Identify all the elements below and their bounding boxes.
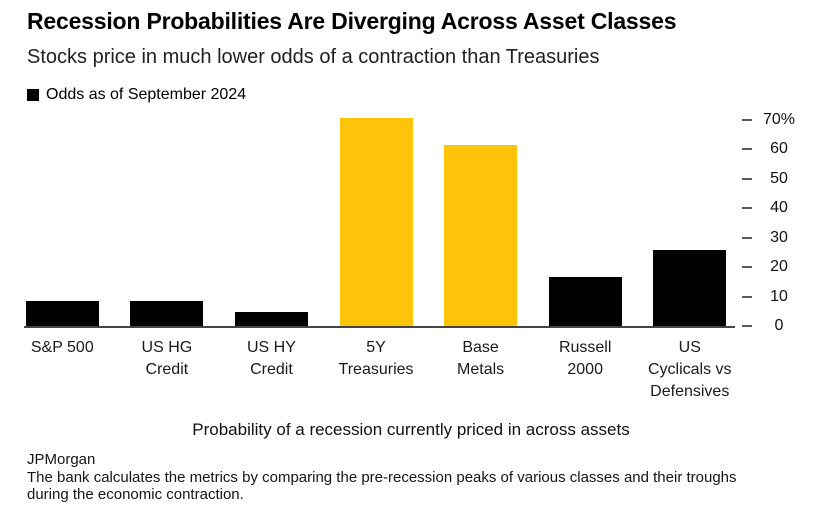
- y-tick-mark-icon: [742, 266, 752, 268]
- footnote-line: The bank calculates the metrics by compa…: [27, 469, 737, 486]
- bar-slot: [10, 115, 115, 327]
- legend-swatch-icon: [27, 89, 39, 101]
- x-axis-labels: S&P 500 US HG Credit US HY Credit 5Y Treasurie…: [10, 337, 742, 403]
- bar-us-hg-credit: [130, 301, 204, 327]
- y-tick: 50: [742, 170, 799, 188]
- footnote-line: during the economic contraction.: [27, 486, 244, 503]
- bar-slot: [637, 115, 742, 327]
- y-tick-label: 10: [770, 288, 788, 305]
- bar-plot-area: [10, 115, 742, 327]
- y-tick-label: 60: [770, 140, 788, 157]
- bar-us-cyclicals-vs-defensives: [653, 250, 727, 327]
- y-tick-label: 30: [770, 229, 788, 246]
- bar-s-p-500: [25, 301, 99, 327]
- y-tick-mark-icon: [742, 296, 752, 298]
- y-tick-label: 0: [774, 317, 784, 334]
- bar-base-metals: [444, 145, 518, 327]
- y-tick-label: 50: [770, 170, 788, 187]
- y-tick-label: 40: [770, 199, 788, 216]
- y-tick-mark-icon: [742, 207, 752, 209]
- x-axis-line: [24, 326, 735, 328]
- y-tick-label: 70%: [762, 111, 796, 128]
- bar-slot: [428, 115, 533, 327]
- y-tick-mark-icon: [742, 325, 752, 327]
- x-tick-label: US Cyclicals vs Defensives: [647, 339, 732, 400]
- x-tick-label: 5Y Treasuries: [338, 339, 414, 378]
- x-tick-label: US HY Credit: [246, 339, 296, 378]
- bar-russell-2000: [548, 277, 622, 327]
- y-tick-mark-icon: [742, 119, 752, 121]
- y-tick-label: 20: [770, 258, 788, 275]
- y-tick: 70%: [742, 111, 799, 129]
- chart-subtitle: Stocks price in much lower odds of a con…: [27, 46, 600, 68]
- bar-us-hy-credit: [234, 312, 308, 327]
- y-tick: 0: [742, 317, 799, 335]
- x-tick-label: US HG Credit: [141, 339, 193, 378]
- bar-slot: [115, 115, 220, 327]
- y-tick: 40: [742, 199, 799, 217]
- source-block: JPMorgan The bank calculates the metrics…: [27, 450, 802, 503]
- bar-slot: [533, 115, 638, 327]
- bar-5y-treasuries: [339, 118, 413, 327]
- bar-slot: [324, 115, 429, 327]
- y-tick: 60: [742, 140, 799, 158]
- y-tick: 10: [742, 288, 799, 306]
- y-tick: 20: [742, 258, 799, 276]
- legend-label: Odds as of September 2024: [46, 86, 247, 103]
- x-tick-label: Russell 2000: [558, 339, 612, 378]
- x-tick-label: Base Metals: [457, 339, 505, 378]
- source-name: JPMorgan: [27, 451, 96, 468]
- y-tick-mark-icon: [742, 237, 752, 239]
- y-tick-mark-icon: [742, 178, 752, 180]
- x-tick-label: S&P 500: [30, 339, 94, 356]
- bar-slot: [219, 115, 324, 327]
- footnote: The bank calculates the metrics by compa…: [27, 469, 802, 503]
- axis-caption: Probability of a recession currently pri…: [192, 420, 630, 439]
- y-tick-mark-icon: [742, 148, 752, 150]
- y-tick: 30: [742, 229, 799, 247]
- legend: Odds as of September 2024: [27, 86, 246, 104]
- page-title: Recession Probabilities Are Diverging Ac…: [27, 8, 677, 34]
